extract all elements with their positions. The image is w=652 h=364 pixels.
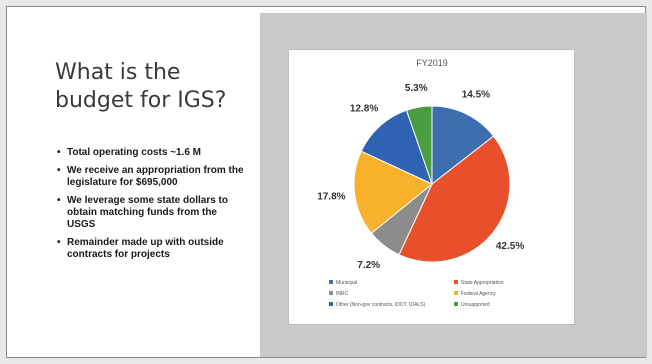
legend-swatch-state-appropriation — [454, 280, 458, 284]
legend-swatch-other-non-gov-contracts-idot-idals — [329, 302, 333, 306]
legend-label-state-appropriation: State Appropriation — [461, 280, 504, 286]
bullet-list: Total operating costs ~1.6 M We receive … — [57, 147, 247, 267]
slide-title-line-1: What is the — [55, 60, 181, 85]
chart-panel: FY2019 14.5% 42.5% 7.2% 17.8% 12.8% 5.3% Muni… — [288, 49, 575, 325]
pie-label-federal-agency: 17.8% — [317, 192, 345, 203]
legend-swatch-municipal — [329, 280, 333, 284]
pie-slice-other-non-gov-contracts-idot-idals — [360, 109, 433, 185]
pie-slice-federal-agency — [353, 150, 433, 234]
chart-legend: Municipal State Appropriation INRC Federal … — [329, 280, 504, 308]
legend-label-other-non-gov-contracts-idot-idals: Other (Non-gov contracts, IDOT, IDALS) — [336, 302, 426, 308]
bullet-item-3: We leverage some state dollars to obtain… — [57, 195, 247, 231]
legend-label-municipal: Municipal — [336, 280, 357, 286]
slide-title: What is the budget for IGS? — [55, 59, 265, 115]
legend-swatch-inrc — [329, 291, 333, 295]
bullet-item-2: We receive an appropriation from the leg… — [57, 165, 247, 189]
pie-label-unsupported: 5.3% — [405, 83, 428, 94]
slide: What is the budget for IGS? Total operat… — [6, 6, 647, 358]
pie-chart: FY2019 14.5% 42.5% 7.2% 17.8% 12.8% 5.3% Muni… — [317, 58, 524, 308]
chart-title: FY2019 — [416, 58, 448, 68]
legend-label-unsupported: Unsupported — [461, 302, 490, 308]
legend-swatch-federal-agency — [454, 291, 458, 295]
pie-label-other-non-gov-contracts-idot-idals: 12.8% — [350, 104, 378, 115]
pie-labels: 14.5% 42.5% 7.2% 17.8% 12.8% 5.3% — [317, 83, 524, 271]
legend-swatch-unsupported — [454, 302, 458, 306]
pie-slices — [353, 105, 511, 263]
slide-title-line-2: budget for IGS? — [55, 88, 227, 113]
pie-label-inrc: 7.2% — [357, 260, 380, 271]
pie-label-state-appropriation: 42.5% — [496, 241, 524, 252]
legend-label-federal-agency: Federal Agency — [461, 291, 496, 297]
bullet-item-1: Total operating costs ~1.6 M — [57, 147, 247, 159]
legend-label-inrc: INRC — [336, 291, 349, 297]
pie-slice-unsupported — [405, 105, 433, 185]
pie-slice-state-appropriation — [398, 135, 511, 263]
pie-slice-municipal — [431, 105, 495, 186]
bullet-item-4: Remainder made up with outside contracts… — [57, 237, 247, 261]
pie-label-municipal: 14.5% — [462, 89, 490, 100]
chart-frame: FY2019 14.5% 42.5% 7.2% 17.8% 12.8% 5.3% Muni… — [260, 13, 647, 357]
